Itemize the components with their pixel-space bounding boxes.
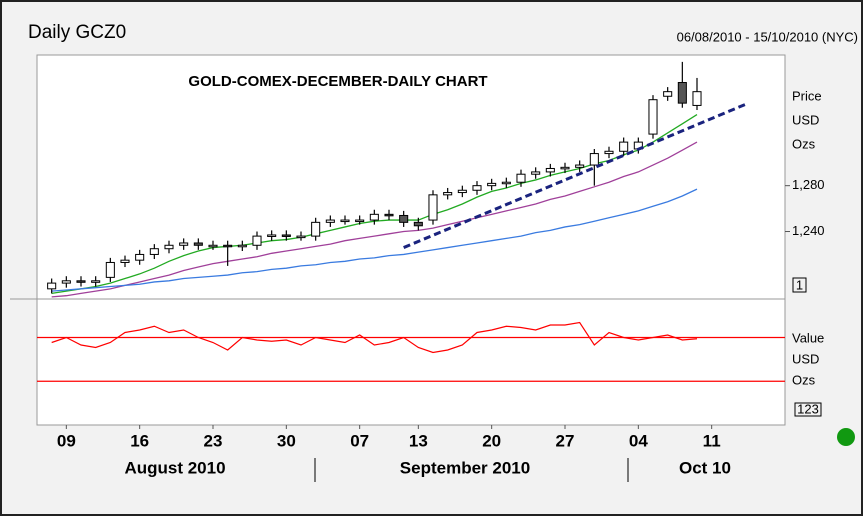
candle-body [149, 248, 159, 255]
candle-body [164, 244, 174, 250]
x-tick-label: 04 [629, 431, 648, 450]
y-tick-label: 1,280 [792, 177, 825, 192]
candle-body [193, 242, 203, 246]
candle-body [516, 173, 526, 183]
candle-body [663, 91, 673, 97]
candle-body [575, 164, 585, 168]
candle-body [619, 141, 629, 152]
candle-body [677, 82, 687, 104]
candle-body [545, 167, 555, 173]
indicator-axis-label: Value [792, 330, 824, 345]
candle-body [355, 219, 365, 223]
candle-body [267, 234, 277, 237]
candle-body [501, 181, 511, 185]
x-tick-label: 09 [57, 431, 76, 450]
y-axis-label: USD [792, 112, 819, 127]
candle-body [472, 185, 482, 191]
scale-box [792, 277, 807, 293]
indicator-scale-box [794, 402, 822, 417]
candle-body [237, 244, 247, 248]
x-tick-label: 11 [703, 431, 721, 450]
candle-body [560, 166, 570, 170]
x-tick-label: 07 [350, 431, 369, 450]
candle-body [325, 219, 335, 223]
candle-body [589, 153, 599, 166]
candle-body [61, 280, 71, 284]
candle-body [120, 259, 130, 263]
candle-body [311, 221, 321, 237]
indicator-axis-label: USD [792, 351, 819, 366]
x-tick-label: 30 [277, 431, 296, 450]
candle-body [457, 189, 467, 194]
x-tick-label: 27 [556, 431, 575, 450]
candle-body [413, 221, 423, 227]
candle-body [223, 244, 233, 248]
candle-body [135, 253, 145, 261]
candle-body [692, 91, 702, 106]
month-label: September 2010 [400, 458, 530, 477]
scale-box-label: 1 [796, 277, 803, 292]
candle-body [105, 261, 115, 278]
header-title: Daily GCZ0 [28, 22, 126, 43]
y-axis-label: Price [792, 88, 822, 103]
indicator-scale-box-label: 123 [797, 401, 819, 416]
candle-body [296, 235, 306, 239]
candle-body [91, 280, 101, 283]
candle-body [340, 219, 350, 223]
month-label: Oct 10 [679, 458, 731, 477]
trend-line [403, 101, 749, 249]
indicator-line [51, 321, 698, 354]
candle-body [281, 234, 291, 237]
candle-body [428, 194, 438, 221]
indicator-axis-label: Ozs [792, 372, 816, 387]
chart-title: GOLD-COMEX-DECEMBER-DAILY CHART [188, 73, 487, 90]
moving-average [51, 141, 698, 298]
candle-body [179, 242, 189, 246]
plot-area [36, 54, 786, 426]
x-tick-label: 13 [409, 431, 428, 450]
y-axis-label: Ozs [792, 136, 816, 151]
candle-body [604, 150, 614, 155]
candle-body [648, 99, 658, 135]
candle-body [399, 214, 409, 223]
candle-body [76, 280, 86, 283]
x-tick-label: 23 [204, 431, 223, 450]
candle-body [384, 213, 394, 217]
candle-body [47, 282, 57, 290]
candle-body [252, 235, 262, 246]
status-dot [837, 428, 855, 446]
candle-body [487, 182, 497, 187]
candle-body [208, 244, 218, 248]
candle-body [443, 192, 453, 196]
header-range: 06/08/2010 - 15/10/2010 (NYC) [677, 29, 858, 44]
moving-average [51, 188, 698, 292]
x-tick-label: 20 [482, 431, 501, 450]
month-label: August 2010 [124, 458, 225, 477]
y-tick-label: 1,240 [792, 223, 825, 238]
x-tick-label: 16 [130, 431, 149, 450]
candle-body [531, 171, 541, 175]
candle-body [369, 213, 379, 221]
